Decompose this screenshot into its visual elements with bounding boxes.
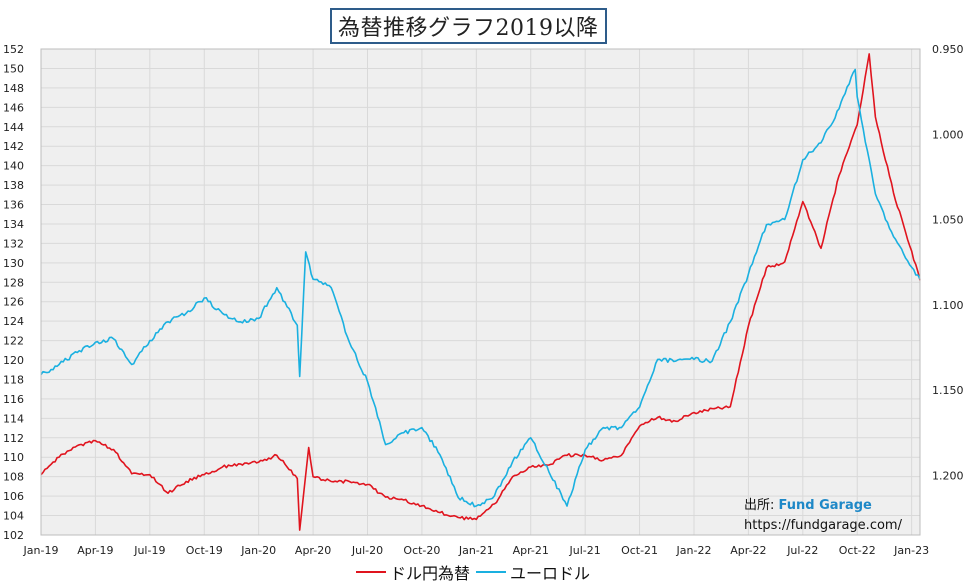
x-tick-label: Oct-22 — [839, 544, 876, 557]
y-left-tick-label: 106 — [3, 490, 24, 503]
y-right-tick-label: 1.150 — [932, 384, 964, 397]
y-left-tick-label: 142 — [3, 140, 24, 153]
plot-area — [41, 49, 920, 535]
legend-item-usdjpy: ドル円為替 — [356, 560, 470, 584]
y-left-tick-label: 110 — [3, 451, 24, 464]
x-tick-label: Oct-21 — [621, 544, 658, 557]
legend-item-eurusd: ユーロドル — [476, 560, 590, 584]
source-credit: 出所: Fund Garage https://fundgarage.com/ — [744, 496, 902, 536]
x-tick-label: Apr-19 — [77, 544, 113, 557]
y-left-tick-label: 114 — [3, 412, 24, 425]
y-left-tick-label: 108 — [3, 471, 24, 484]
y-left-tick-label: 152 — [3, 43, 24, 56]
x-tick-label: Jul-20 — [351, 544, 383, 557]
credit-url[interactable]: https://fundgarage.com/ — [744, 518, 902, 533]
legend: ドル円為替 ユーロドル — [356, 560, 596, 584]
legend-label-usdjpy: ドル円為替 — [390, 564, 471, 583]
legend-swatch-eurusd — [476, 571, 507, 573]
y-left-tick-label: 130 — [3, 257, 24, 270]
y-left-tick-label: 134 — [3, 218, 24, 231]
credit-label: 出所: — [744, 498, 779, 513]
y-left-tick-label: 148 — [3, 82, 24, 95]
y-left-tick-label: 126 — [3, 296, 24, 309]
x-tick-label: Jan-23 — [893, 544, 929, 557]
y-left-tick-label: 116 — [3, 393, 24, 406]
eurusd-line — [40, 68, 921, 508]
y-left-tick-label: 118 — [3, 373, 24, 386]
legend-swatch-usdjpy — [356, 571, 386, 573]
x-tick-label: Jul-21 — [569, 544, 601, 557]
x-tick-label: Jan-22 — [676, 544, 712, 557]
y-left-tick-label: 140 — [3, 160, 24, 173]
x-tick-label: Jul-22 — [786, 544, 818, 557]
y-left-tick-label: 112 — [3, 432, 24, 445]
y-left-tick-label: 104 — [3, 510, 24, 523]
plot-border — [40, 48, 921, 536]
chart-title-box: 為替推移グラフ2019以降 — [330, 8, 607, 44]
x-tick-label: Oct-19 — [186, 544, 223, 557]
y-left-tick-label: 138 — [3, 179, 24, 192]
y-left-tick-label: 122 — [3, 335, 24, 348]
usdjpy-line — [40, 53, 921, 531]
y-left-tick-label: 132 — [3, 237, 24, 250]
y-left-tick-label: 102 — [3, 529, 24, 542]
x-tick-label: Jan-21 — [458, 544, 494, 557]
chart-title: 為替推移グラフ2019以降 — [338, 16, 599, 41]
x-tick-label: Jan-20 — [240, 544, 276, 557]
x-tick-label: Jan-19 — [23, 544, 59, 557]
legend-label-eurusd: ユーロドル — [510, 564, 591, 583]
x-tick-label: Apr-20 — [295, 544, 331, 557]
y-left-tick-label: 150 — [3, 62, 24, 75]
y-right-tick-label: 1.200 — [932, 469, 964, 482]
x-tick-label: Oct-20 — [403, 544, 440, 557]
x-tick-label: Jul-19 — [133, 544, 165, 557]
y-right-tick-label: 1.100 — [932, 299, 964, 312]
y-left-tick-label: 144 — [3, 121, 24, 134]
y-right-tick-label: 0.950 — [932, 43, 964, 56]
y-right-tick-label: 1.000 — [932, 128, 964, 141]
y-left-tick-label: 128 — [3, 276, 24, 289]
y-left-tick-label: 120 — [3, 354, 24, 367]
y-right-tick-label: 1.050 — [932, 214, 964, 227]
y-left-tick-label: 124 — [3, 315, 24, 328]
y-left-tick-label: 136 — [3, 199, 24, 212]
x-tick-label: Apr-21 — [513, 544, 549, 557]
y-left-tick-label: 146 — [3, 101, 24, 114]
credit-line: 出所: Fund Garage — [744, 496, 902, 516]
x-tick-label: Apr-22 — [730, 544, 766, 557]
credit-brand: Fund Garage — [778, 498, 872, 513]
